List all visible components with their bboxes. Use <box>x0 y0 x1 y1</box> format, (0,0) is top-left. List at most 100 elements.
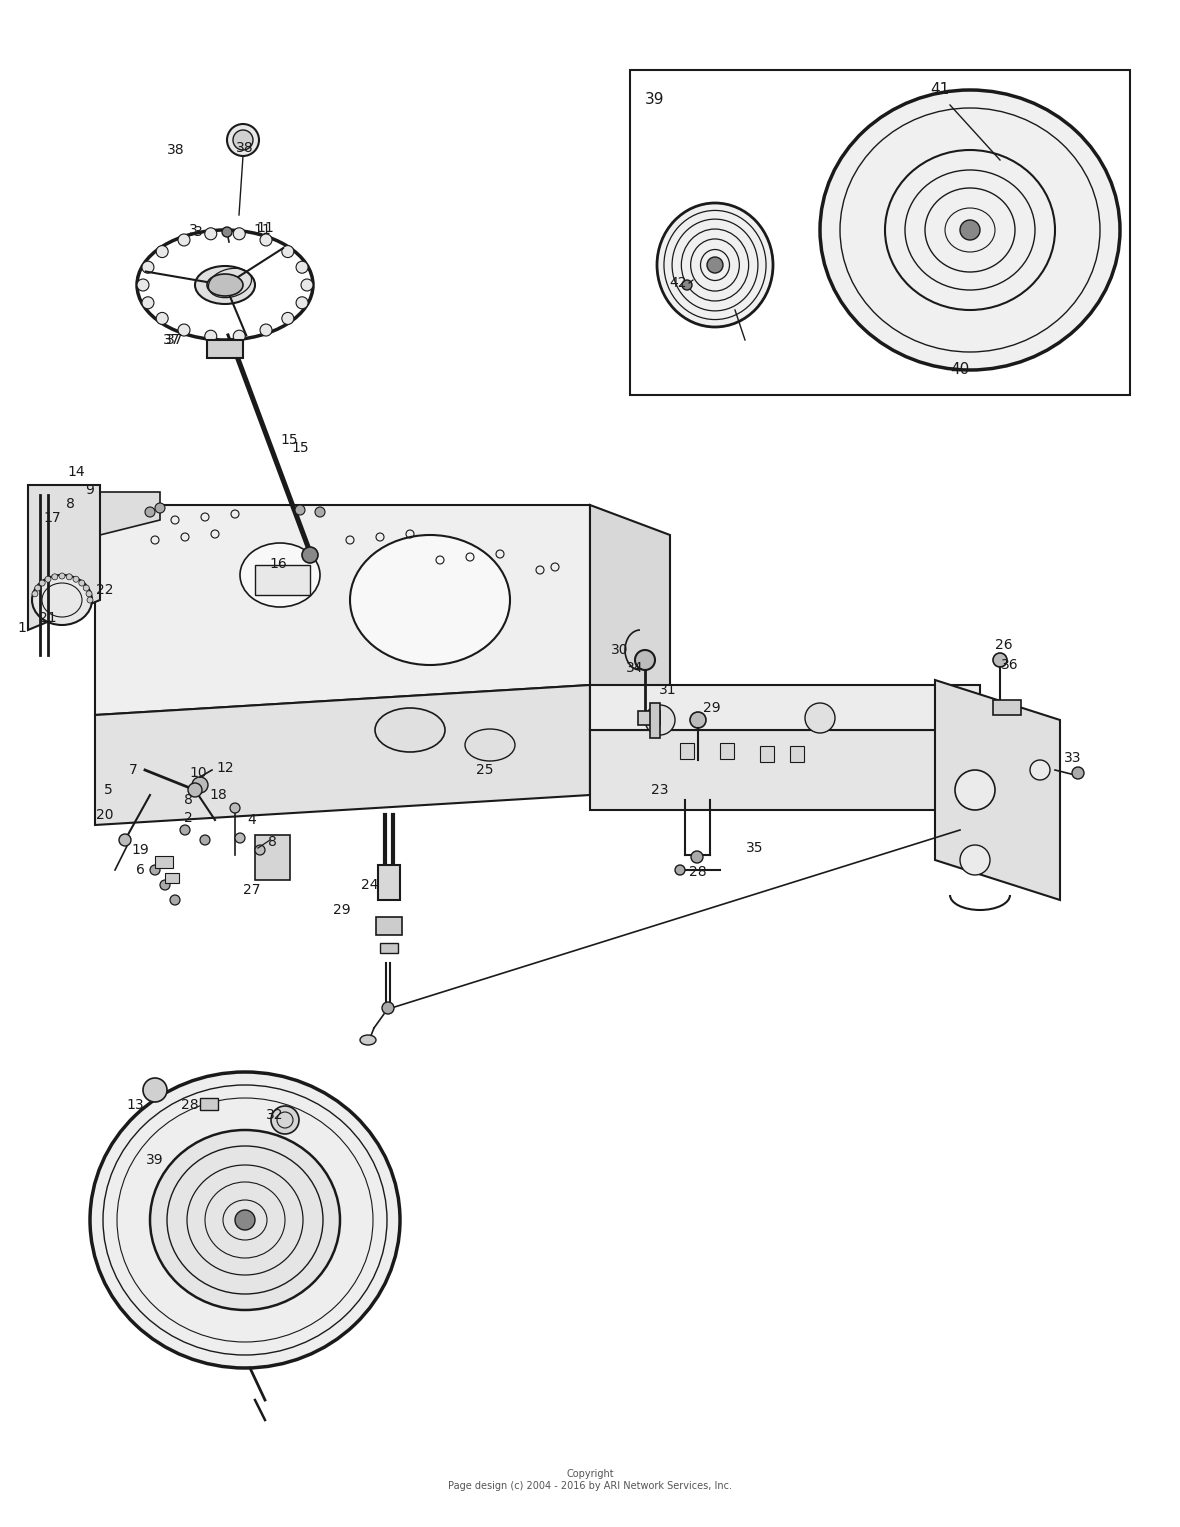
Circle shape <box>271 1106 299 1135</box>
Text: 8: 8 <box>184 793 192 806</box>
Circle shape <box>156 313 169 324</box>
Circle shape <box>230 803 240 812</box>
Text: 9: 9 <box>86 483 94 496</box>
Circle shape <box>296 261 308 273</box>
Ellipse shape <box>820 90 1120 370</box>
Bar <box>376 918 402 935</box>
Circle shape <box>59 573 65 579</box>
Circle shape <box>260 234 273 246</box>
Circle shape <box>119 834 131 846</box>
Text: 3: 3 <box>195 224 203 240</box>
Ellipse shape <box>375 709 445 751</box>
Circle shape <box>205 330 217 342</box>
Circle shape <box>192 777 208 793</box>
Circle shape <box>66 574 72 580</box>
Circle shape <box>145 507 155 518</box>
Text: 31: 31 <box>660 683 677 696</box>
Circle shape <box>255 844 266 855</box>
Circle shape <box>73 576 79 582</box>
Circle shape <box>34 585 41 591</box>
Ellipse shape <box>360 1035 376 1044</box>
Bar <box>720 744 734 759</box>
Bar <box>255 565 310 596</box>
Bar <box>638 712 660 725</box>
Bar <box>650 702 660 738</box>
Ellipse shape <box>32 576 92 625</box>
Text: 22: 22 <box>97 583 113 597</box>
Text: 30: 30 <box>611 643 629 657</box>
Text: 23: 23 <box>651 783 669 797</box>
Bar <box>155 857 173 867</box>
Circle shape <box>155 502 165 513</box>
Bar <box>255 835 290 880</box>
Circle shape <box>143 1078 168 1102</box>
Text: ARI-PartStream™: ARI-PartStream™ <box>347 565 612 594</box>
Ellipse shape <box>206 273 243 296</box>
Ellipse shape <box>350 534 510 664</box>
Text: 2: 2 <box>184 811 192 825</box>
Bar <box>789 747 804 762</box>
Text: 3: 3 <box>189 223 197 237</box>
Circle shape <box>181 825 190 835</box>
Bar <box>760 747 774 762</box>
Circle shape <box>160 880 170 890</box>
Bar <box>165 873 179 883</box>
Circle shape <box>805 702 835 733</box>
Text: 7: 7 <box>129 764 137 777</box>
Circle shape <box>87 597 93 603</box>
Text: 29: 29 <box>703 701 721 715</box>
Polygon shape <box>590 730 981 809</box>
Text: 13: 13 <box>126 1098 144 1112</box>
Text: 32: 32 <box>267 1109 283 1122</box>
Circle shape <box>682 279 691 290</box>
Circle shape <box>282 313 294 324</box>
Polygon shape <box>590 686 981 730</box>
Text: 20: 20 <box>97 808 113 822</box>
Circle shape <box>142 261 153 273</box>
Text: 34: 34 <box>627 661 644 675</box>
Circle shape <box>39 580 45 586</box>
Polygon shape <box>100 492 160 534</box>
Ellipse shape <box>657 203 773 327</box>
Bar <box>380 944 398 953</box>
Text: 1: 1 <box>18 621 26 635</box>
Circle shape <box>955 770 995 809</box>
Text: 5: 5 <box>104 783 112 797</box>
Text: 16: 16 <box>269 557 287 571</box>
Ellipse shape <box>240 544 320 608</box>
Bar <box>206 341 243 357</box>
Circle shape <box>178 324 190 336</box>
Circle shape <box>137 279 149 292</box>
Bar <box>630 70 1130 395</box>
Circle shape <box>994 654 1007 667</box>
Text: 37: 37 <box>166 333 184 347</box>
Text: 14: 14 <box>67 466 85 479</box>
Circle shape <box>301 279 313 292</box>
Text: 19: 19 <box>131 843 149 857</box>
Text: 6: 6 <box>136 863 144 876</box>
Circle shape <box>1071 767 1084 779</box>
Circle shape <box>645 705 675 734</box>
Text: 33: 33 <box>1064 751 1082 765</box>
Text: 41: 41 <box>930 82 950 98</box>
Ellipse shape <box>90 1072 400 1368</box>
Circle shape <box>690 712 706 728</box>
Bar <box>994 699 1021 715</box>
Circle shape <box>691 851 703 863</box>
Circle shape <box>282 246 294 258</box>
Text: 11: 11 <box>253 223 270 237</box>
Text: 35: 35 <box>746 841 763 855</box>
Circle shape <box>675 864 686 875</box>
Circle shape <box>232 130 253 150</box>
Ellipse shape <box>465 728 514 760</box>
Polygon shape <box>100 510 595 710</box>
Circle shape <box>178 234 190 246</box>
Circle shape <box>45 576 51 582</box>
Polygon shape <box>590 505 670 799</box>
Text: 8: 8 <box>268 835 276 849</box>
Circle shape <box>227 124 258 156</box>
Circle shape <box>635 651 655 670</box>
Circle shape <box>234 228 245 240</box>
Text: 12: 12 <box>216 760 234 776</box>
Circle shape <box>84 585 90 591</box>
